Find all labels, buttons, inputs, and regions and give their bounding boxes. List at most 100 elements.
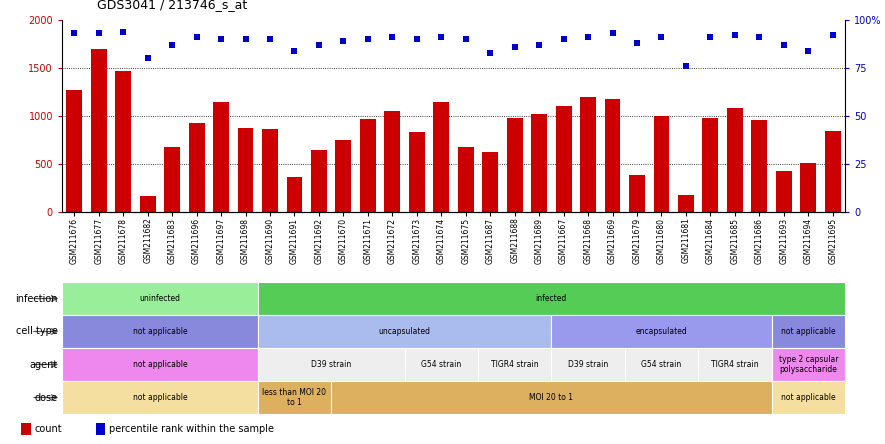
Point: [189, 34, 204, 41]
Bar: [800, 163, 816, 212]
Bar: [531, 114, 547, 212]
Text: D39 strain: D39 strain: [311, 360, 351, 369]
Point: [263, 36, 277, 43]
Text: percentile rank within the sample: percentile rank within the sample: [109, 424, 273, 434]
Point: [532, 41, 546, 48]
Point: [458, 36, 473, 43]
Bar: [703, 118, 719, 212]
Text: D39 strain: D39 strain: [568, 360, 608, 369]
Point: [630, 40, 644, 47]
Point: [557, 36, 571, 43]
Point: [605, 30, 620, 37]
Text: uninfected: uninfected: [139, 294, 181, 303]
Bar: [91, 49, 107, 212]
Bar: [335, 140, 351, 212]
Text: type 2 capsular
polysaccharide: type 2 capsular polysaccharide: [779, 355, 838, 374]
Text: TIGR4 strain: TIGR4 strain: [711, 360, 758, 369]
Bar: [62, 348, 258, 381]
Bar: [604, 99, 620, 212]
Text: GDS3041 / 213746_s_at: GDS3041 / 213746_s_at: [97, 0, 248, 11]
Point: [312, 41, 326, 48]
Bar: [360, 119, 376, 212]
Bar: [311, 150, 327, 212]
Bar: [772, 348, 845, 381]
Point: [826, 32, 840, 39]
Bar: [262, 130, 278, 212]
Point: [116, 28, 130, 35]
Bar: [258, 348, 404, 381]
Point: [777, 41, 791, 48]
Text: infected: infected: [535, 294, 567, 303]
Bar: [115, 71, 131, 212]
Bar: [772, 381, 845, 414]
Point: [385, 34, 399, 41]
Point: [801, 47, 815, 54]
Point: [581, 34, 595, 41]
Bar: [625, 348, 698, 381]
Bar: [556, 107, 572, 212]
Bar: [458, 147, 473, 212]
Bar: [551, 315, 772, 348]
Text: not applicable: not applicable: [133, 327, 188, 336]
Point: [704, 34, 718, 41]
Text: agent: agent: [29, 360, 58, 369]
Bar: [751, 120, 767, 212]
Bar: [62, 315, 258, 348]
Bar: [258, 315, 551, 348]
Bar: [331, 381, 772, 414]
Point: [92, 30, 106, 37]
Point: [435, 34, 449, 41]
Bar: [258, 282, 845, 315]
Point: [483, 49, 497, 56]
Bar: [653, 116, 669, 212]
Text: not applicable: not applicable: [133, 393, 188, 402]
Text: less than MOI 20
to 1: less than MOI 20 to 1: [263, 388, 327, 407]
Point: [336, 38, 350, 45]
Bar: [434, 102, 450, 212]
Bar: [189, 123, 204, 212]
Bar: [404, 348, 478, 381]
Bar: [727, 108, 743, 212]
Text: MOI 20 to 1: MOI 20 to 1: [529, 393, 573, 402]
Text: dose: dose: [35, 392, 58, 403]
Bar: [551, 348, 625, 381]
Text: not applicable: not applicable: [133, 360, 188, 369]
Text: encapsulated: encapsulated: [635, 327, 688, 336]
Text: uncapsulated: uncapsulated: [379, 327, 431, 336]
Bar: [164, 147, 180, 212]
Point: [288, 47, 302, 54]
Point: [141, 55, 155, 62]
Bar: [62, 381, 258, 414]
Bar: [825, 131, 841, 212]
Bar: [384, 111, 400, 212]
Bar: [629, 174, 645, 212]
Text: count: count: [35, 424, 62, 434]
Point: [727, 32, 742, 39]
Text: TIGR4 strain: TIGR4 strain: [491, 360, 538, 369]
Bar: [478, 348, 551, 381]
Bar: [698, 348, 772, 381]
Text: cell type: cell type: [16, 326, 58, 337]
Bar: [678, 195, 694, 212]
Point: [654, 34, 668, 41]
Text: infection: infection: [15, 293, 58, 304]
Bar: [66, 90, 82, 212]
Bar: [581, 97, 596, 212]
Bar: [140, 196, 156, 212]
Point: [67, 30, 81, 37]
Text: G54 strain: G54 strain: [421, 360, 461, 369]
Bar: [507, 118, 523, 212]
Bar: [96, 423, 105, 435]
Bar: [409, 132, 425, 212]
Text: not applicable: not applicable: [781, 393, 835, 402]
Point: [214, 36, 228, 43]
Point: [752, 34, 766, 41]
Bar: [482, 152, 498, 212]
Point: [679, 63, 693, 70]
Point: [361, 36, 375, 43]
Text: not applicable: not applicable: [781, 327, 835, 336]
Bar: [62, 282, 258, 315]
Text: G54 strain: G54 strain: [642, 360, 681, 369]
Bar: [258, 381, 331, 414]
Point: [165, 41, 179, 48]
